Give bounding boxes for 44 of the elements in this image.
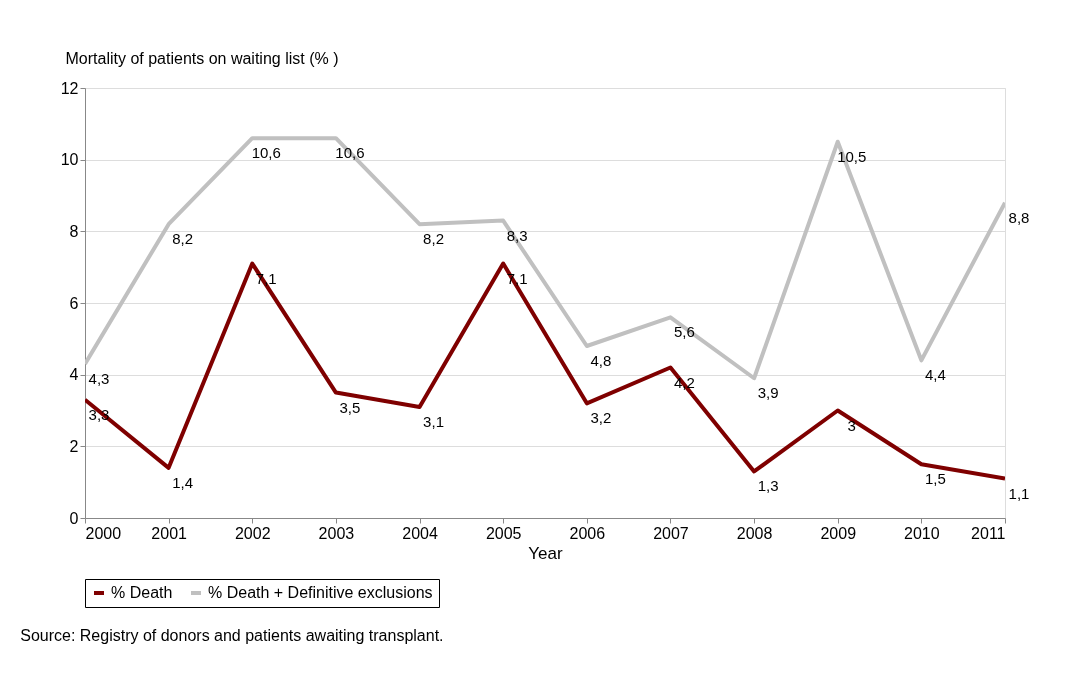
y-tick-label: 2 [69,437,79,455]
source-note: Source: Registry of donors and patients awaiting transplant. [20,626,444,644]
x-tick-label: 2003 [318,524,355,542]
y-tick-label: 6 [69,294,79,312]
data-label: 8,2 [423,230,444,248]
data-label: 1,1 [1008,484,1030,502]
x-tick-label: 2007 [653,524,689,542]
data-label: 10,6 [251,144,281,162]
data-label: 3,2 [590,409,612,427]
x-tick-label: 2001 [151,524,188,542]
data-label: 3,5 [339,398,361,416]
y-tick-label: 8 [69,222,79,240]
x-tick-label: 2005 [485,524,522,542]
data-label: 4,3 [88,369,110,387]
x-tick-label: 2008 [736,524,773,542]
y-tick-label: 12 [60,79,79,97]
data-label: 4,8 [590,352,612,369]
data-label: 5,6 [674,323,695,341]
x-tick-label: 2011 [971,524,1006,542]
x-tick-label: 2002 [234,524,271,542]
data-label: 8,3 [506,226,528,244]
data-label: 10,6 [335,144,365,162]
y-tick-label: 0 [69,509,79,527]
data-label: 3,9 [757,384,779,402]
data-label: 8,8 [1008,208,1030,226]
x-tick-label: 2000 [85,524,122,542]
data-label: 8,2 [172,230,194,248]
data-label: 4,4 [924,366,946,384]
x-tick-label: 2004 [402,524,438,542]
legend-label: % Death [111,584,173,601]
x-axis-title: Year [528,543,564,563]
y-tick-label: 10 [60,151,79,169]
data-label: 3,1 [423,412,444,430]
data-label: 10,5 [837,147,867,165]
x-tick-label: 2010 [904,524,940,542]
data-label: 1,5 [924,470,946,488]
legend-label: % Death + Definitive exclusions [208,584,433,601]
y-axis-title: Mortality of patients on waiting list (% ) [65,49,339,67]
y-tick-label: 4 [69,366,79,384]
x-tick-label: 2009 [820,524,857,542]
data-label: 1,4 [172,473,194,491]
data-label: 1,3 [757,477,779,495]
x-tick-label: 2006 [569,524,606,542]
data-label: 3 [847,416,856,434]
